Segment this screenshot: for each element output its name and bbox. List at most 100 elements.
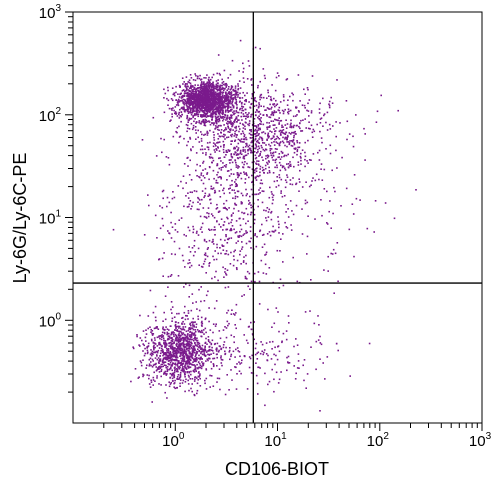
data-point (184, 338, 187, 340)
data-point (255, 170, 258, 172)
data-point (236, 106, 238, 109)
data-point (237, 85, 239, 87)
data-point (277, 136, 279, 139)
data-point (180, 115, 182, 118)
data-point (190, 341, 192, 344)
data-point (278, 117, 280, 119)
data-point (218, 105, 221, 107)
data-point (284, 179, 287, 181)
data-point (245, 232, 247, 234)
data-point (155, 362, 157, 365)
data-point (263, 349, 266, 351)
data-point (194, 105, 197, 108)
data-point (232, 98, 234, 101)
data-point (241, 141, 244, 143)
data-point (333, 186, 335, 189)
data-point (159, 337, 161, 340)
data-point (262, 131, 265, 133)
data-point (181, 364, 183, 366)
data-point (257, 129, 260, 131)
data-point (177, 100, 179, 102)
data-point (260, 105, 262, 107)
data-point (180, 348, 182, 350)
data-point (203, 103, 205, 106)
data-point (314, 179, 317, 182)
data-point (182, 353, 185, 355)
data-point (224, 326, 226, 328)
data-point (231, 108, 233, 111)
data-point (219, 104, 222, 106)
data-point (212, 331, 214, 334)
data-point (259, 136, 261, 138)
data-point (258, 103, 261, 106)
data-point (224, 134, 226, 136)
data-point (156, 355, 158, 357)
data-point (319, 410, 321, 412)
data-point (254, 97, 256, 99)
data-point (176, 231, 179, 233)
data-point (183, 98, 185, 101)
data-point (181, 328, 183, 331)
data-point (208, 79, 210, 82)
data-point (173, 386, 175, 388)
data-point (183, 329, 186, 331)
data-point (259, 98, 261, 101)
data-point (329, 152, 332, 155)
data-point (205, 121, 207, 123)
data-point (164, 372, 166, 375)
data-point (176, 345, 179, 348)
data-point (208, 194, 211, 197)
data-point (265, 209, 267, 212)
data-point (196, 359, 198, 361)
data-point (250, 133, 252, 136)
data-point (270, 120, 273, 122)
data-point (178, 141, 180, 144)
data-point (174, 112, 176, 115)
data-point (201, 85, 203, 87)
data-point (231, 189, 233, 191)
data-point (310, 159, 312, 161)
data-point (165, 384, 167, 386)
data-point (226, 170, 229, 172)
data-point (244, 161, 246, 163)
data-point (249, 226, 252, 228)
data-point (234, 102, 237, 104)
data-point (276, 135, 278, 138)
data-point (214, 250, 216, 252)
data-point (277, 220, 280, 223)
data-point (174, 387, 176, 390)
data-point (197, 109, 200, 112)
data-point (298, 181, 301, 183)
data-point (250, 204, 252, 206)
data-point (158, 360, 160, 362)
data-point (225, 252, 227, 255)
data-point (195, 326, 197, 328)
data-point (187, 333, 189, 335)
data-point (253, 321, 255, 323)
data-point (218, 141, 221, 143)
data-point (295, 204, 298, 207)
data-point (167, 349, 170, 352)
data-point (229, 102, 231, 105)
data-point (170, 98, 173, 100)
data-point (215, 347, 218, 350)
data-point (183, 348, 186, 351)
data-point (236, 121, 238, 123)
data-point (215, 122, 218, 125)
data-point (203, 77, 205, 79)
data-point (202, 362, 205, 365)
data-point (225, 128, 228, 131)
data-point (259, 165, 262, 168)
data-point (257, 205, 259, 208)
data-point (270, 141, 273, 144)
data-point (193, 393, 196, 396)
data-point (249, 129, 252, 131)
data-point (144, 336, 147, 339)
data-point (300, 130, 302, 132)
data-point (258, 111, 261, 113)
data-point (170, 339, 173, 342)
data-point (319, 118, 322, 120)
data-point (216, 82, 219, 84)
data-point (171, 197, 174, 200)
data-point (181, 349, 184, 351)
